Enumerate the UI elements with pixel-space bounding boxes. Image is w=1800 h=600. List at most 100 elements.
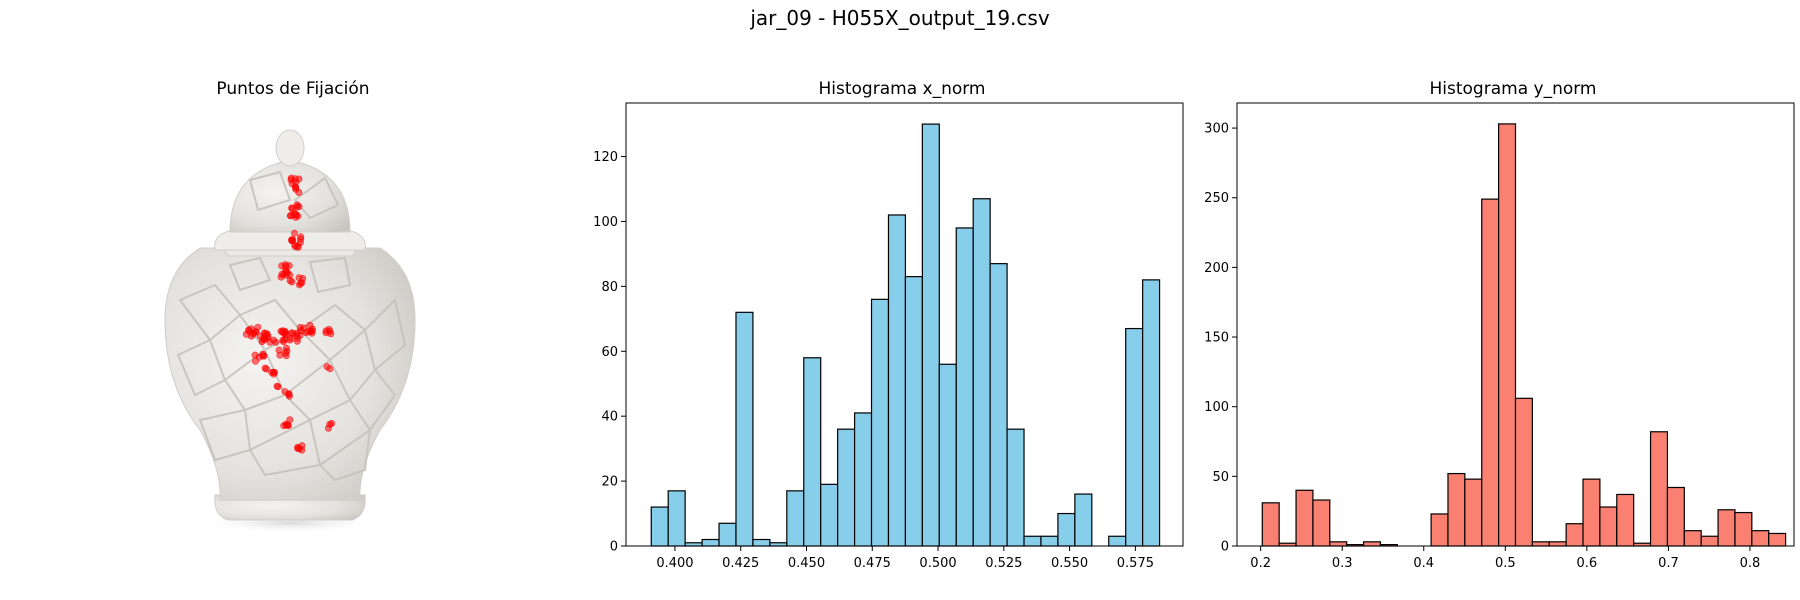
histogram-x-panel: Histograma x_norm 0.400 0.425 0.450 0.475 0.… <box>593 79 1184 571</box>
histogram-y-bar <box>1514 397 1533 547</box>
histogram-y-bar <box>1683 530 1702 547</box>
fixation-point <box>288 278 296 286</box>
histogram-y-bar <box>1768 532 1787 547</box>
histogram-x-bar <box>955 227 974 547</box>
histogram-x-ytick-label: 20 <box>601 475 618 490</box>
fixation-point <box>324 424 332 432</box>
histogram-y-bar <box>1498 123 1517 547</box>
fixation-panel: Puntos de Fijación <box>164 79 416 533</box>
histogram-x-bar <box>921 123 940 547</box>
fixation-point <box>293 337 301 345</box>
histogram-x-bar <box>1108 535 1127 547</box>
histogram-y-axes-frame <box>1236 102 1795 547</box>
fixation-point <box>280 270 288 278</box>
fixation-point <box>288 205 296 213</box>
histogram-x-bar <box>870 298 890 547</box>
histogram-x-xtick-label: 0.425 <box>722 556 759 571</box>
fixation-point <box>270 336 278 344</box>
fixation-point <box>252 328 260 336</box>
histogram-x-xtick-label: 0.525 <box>985 556 1022 571</box>
histogram-y-xtick-label: 0.2 <box>1250 556 1271 571</box>
histogram-y-ytick-label: 100 <box>1204 400 1229 415</box>
histogram-x-bar <box>1125 327 1144 547</box>
histogram-y-bar <box>1430 513 1449 547</box>
histogram-y-ytick-label: 50 <box>1212 470 1229 485</box>
ginger-jar-image <box>164 129 416 533</box>
histogram-y-bar <box>1582 478 1601 547</box>
fixation-panel-title: Puntos de Fijación <box>216 79 369 99</box>
histogram-x-ytick-label: 120 <box>593 150 618 165</box>
histogram-x-title: Histograma x_norm <box>819 79 986 99</box>
fixation-point <box>276 351 284 359</box>
fixation-point <box>245 327 253 335</box>
histogram-x-bar <box>1057 512 1076 547</box>
histogram-y-bar <box>1565 523 1584 547</box>
histogram-x-ytick-label: 0 <box>610 540 618 555</box>
histogram-y-ytick-label: 300 <box>1204 122 1229 137</box>
histogram-y-bar <box>1312 499 1331 547</box>
histogram-x-xtick-label: 0.450 <box>788 556 825 571</box>
histogram-y-plot: 0.2 0.3 0.4 0.5 0.6 0.7 0.8 0 50 100 150 200 250 300 <box>1204 102 1795 571</box>
histogram-x-bar <box>701 538 720 547</box>
histogram-x-bar <box>1023 535 1042 547</box>
fixation-point <box>251 351 259 359</box>
fixation-point <box>290 211 298 219</box>
histogram-x-bar <box>735 311 754 547</box>
fixation-points <box>242 174 336 454</box>
histogram-x-axes-frame <box>625 102 1184 547</box>
fixation-point <box>295 203 303 211</box>
histogram-y-bar <box>1329 541 1348 547</box>
fixation-point <box>278 328 286 336</box>
histogram-y-ytick-label: 0 <box>1221 540 1229 555</box>
fixation-point <box>286 416 294 424</box>
histogram-x-bar <box>650 506 669 547</box>
fixation-point <box>284 421 292 429</box>
figure-suptitle: jar_09 - H055X_output_19.csv <box>749 6 1050 30</box>
fixation-point <box>260 352 268 360</box>
histogram-y-ytick-label: 250 <box>1204 191 1229 206</box>
histogram-x-bar <box>1074 493 1093 547</box>
histogram-y-xtick-label: 0.8 <box>1740 556 1761 571</box>
fixation-point <box>291 241 299 249</box>
histogram-x-plot: 0.400 0.425 0.450 0.475 0.500 0.525 0.550 0.575… <box>593 102 1184 571</box>
histogram-y-bar <box>1616 493 1635 547</box>
histogram-y-ytick-label: 150 <box>1204 331 1229 346</box>
histogram-x-bar <box>1006 428 1025 547</box>
fixation-point <box>278 262 286 270</box>
histogram-x-bar <box>786 490 805 547</box>
histogram-x-bar <box>1040 535 1059 547</box>
histogram-x-ytick-label: 40 <box>601 410 618 425</box>
histogram-x-ytick-label: 80 <box>601 280 618 295</box>
histogram-y-bar <box>1649 431 1669 547</box>
histogram-x-xtick-label: 0.475 <box>854 556 891 571</box>
fixation-point <box>297 235 305 243</box>
histogram-y-bar <box>1481 198 1500 547</box>
fixation-point <box>290 229 298 237</box>
histogram-y-bar <box>1531 541 1550 547</box>
histogram-y-xtick-label: 0.3 <box>1332 556 1353 571</box>
fixation-point <box>296 331 304 339</box>
fixation-point <box>281 335 289 343</box>
histogram-x-bar <box>667 490 686 547</box>
histogram-x-bar <box>887 214 907 547</box>
histogram-y-bar <box>1464 478 1483 547</box>
fixation-point <box>323 363 331 371</box>
histogram-x-xtick-label: 0.575 <box>1117 556 1154 571</box>
histogram-x-xtick-label: 0.500 <box>919 556 956 571</box>
histogram-y-xtick-label: 0.7 <box>1658 556 1679 571</box>
histogram-x-bar <box>1142 279 1161 547</box>
histogram-x-bar <box>904 276 923 547</box>
histogram-y-panel: Histograma y_norm 0.2 0.3 0.4 0.5 0.6 0.7 0.80… <box>1204 79 1795 571</box>
fixation-point <box>291 183 299 191</box>
fixation-point <box>283 347 291 355</box>
histogram-x-xtick-label: 0.550 <box>1051 556 1088 571</box>
fixation-point <box>295 274 303 282</box>
histogram-x-bar <box>853 412 873 547</box>
histogram-y-bar <box>1548 541 1567 547</box>
fixation-point <box>287 174 295 182</box>
histogram-y-bar <box>1447 472 1466 547</box>
histogram-x-ytick-label: 100 <box>593 215 618 230</box>
fixation-point <box>262 365 270 373</box>
fixation-point <box>269 368 277 376</box>
